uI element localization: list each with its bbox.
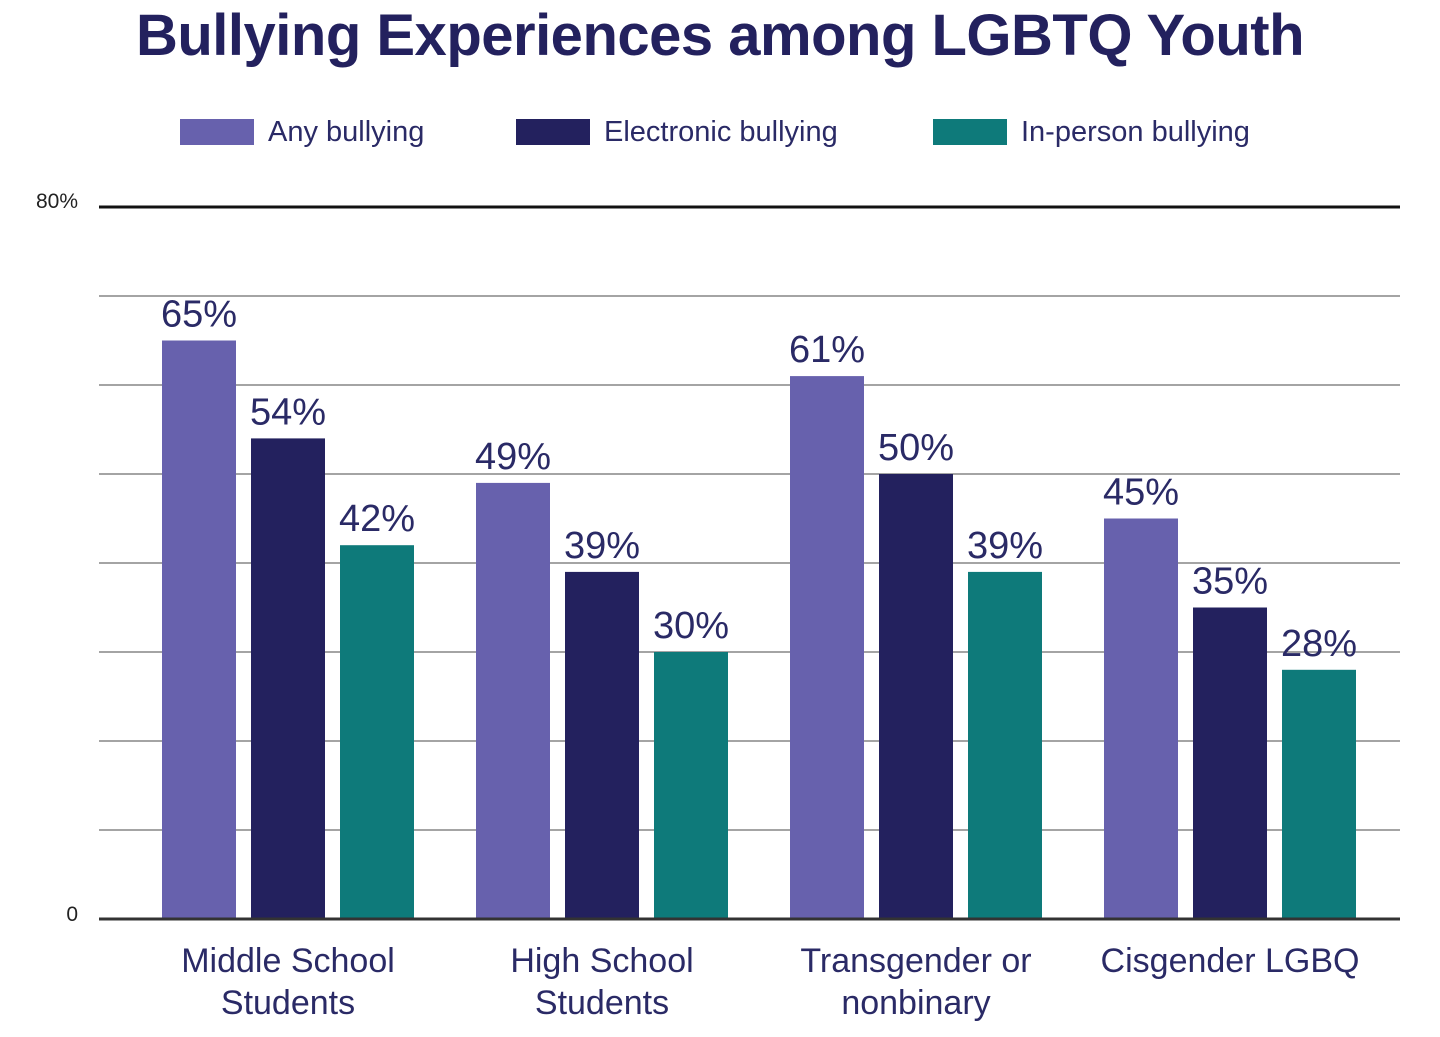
data-label-any-bullying: 49% — [475, 436, 551, 478]
x-category-label-line: Middle School — [181, 942, 395, 980]
data-label-electronic-bullying: 39% — [564, 525, 640, 567]
bar-any-bullying — [476, 482, 550, 919]
chart-title: Bullying Experiences among LGBTQ Youth — [135, 3, 1305, 68]
legend: Any bullying Electronic bullying In-pers… — [0, 112, 1440, 152]
x-category-label: Middle School Students — [181, 942, 395, 1022]
data-label-electronic-bullying: 54% — [250, 391, 326, 433]
data-label-electronic-bullying: 35% — [1192, 561, 1268, 603]
bar-electronic-bullying — [565, 571, 639, 919]
bar-in-person-bullying — [1282, 669, 1356, 919]
data-label-in-person-bullying: 39% — [967, 525, 1043, 567]
data-label-any-bullying: 61% — [789, 329, 865, 371]
data-label-in-person-bullying: 28% — [1281, 623, 1357, 665]
data-label-in-person-bullying: 42% — [339, 498, 415, 540]
x-category-label-line: nonbinary — [841, 984, 990, 1022]
legend-label-any-bullying: Any bullying — [268, 115, 425, 148]
legend-swatch-any-bullying — [180, 119, 254, 145]
y-tick-label: 80% — [36, 190, 78, 213]
legend-label-electronic-bullying: Electronic bullying — [604, 115, 838, 148]
legend-swatch-electronic-bullying — [516, 119, 590, 145]
x-category-label: Cisgender LGBQ — [1101, 942, 1360, 980]
x-category-label-line: Cisgender LGBQ — [1101, 942, 1360, 980]
bar-any-bullying — [162, 340, 236, 919]
bar-in-person-bullying — [654, 652, 728, 919]
data-label-any-bullying: 65% — [161, 294, 237, 336]
bar-electronic-bullying — [251, 438, 325, 919]
bar-in-person-bullying — [968, 571, 1042, 919]
legend-item-any-bullying: Any bullying — [180, 112, 424, 152]
data-label-in-person-bullying: 30% — [653, 605, 729, 647]
x-category-label-line: Transgender or — [800, 942, 1031, 980]
legend-swatch-in-person-bullying — [933, 119, 1007, 145]
bar-any-bullying — [790, 376, 864, 920]
data-label-any-bullying: 45% — [1103, 472, 1179, 514]
x-category-label-line: Students — [221, 984, 355, 1022]
bar-electronic-bullying — [879, 474, 953, 919]
x-category-label: Transgender or nonbinary — [800, 942, 1031, 1022]
bar-any-bullying — [1104, 518, 1178, 919]
data-label-electronic-bullying: 50% — [878, 427, 954, 469]
x-category-label: High School Students — [510, 942, 693, 1022]
y-tick-label: 0 — [66, 903, 78, 926]
x-category-label-line: Students — [535, 984, 669, 1022]
legend-item-electronic-bullying: Electronic bullying — [516, 112, 838, 152]
x-category-label-line: High School — [510, 942, 693, 980]
legend-item-in-person-bullying: In-person bullying — [933, 112, 1250, 152]
bar-electronic-bullying — [1193, 607, 1267, 919]
bar-in-person-bullying — [340, 545, 414, 919]
legend-label-in-person-bullying: In-person bullying — [1021, 115, 1250, 148]
